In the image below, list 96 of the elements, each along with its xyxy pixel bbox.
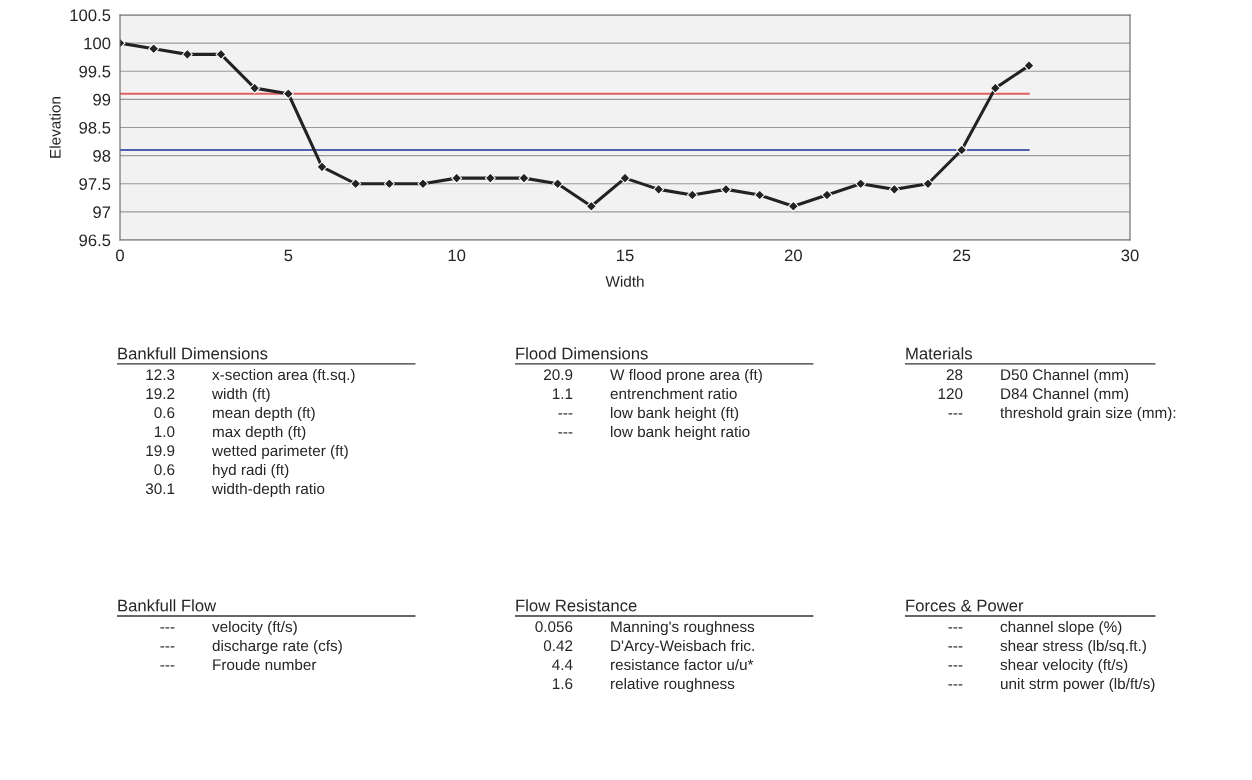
text: threshold grain size (mm):: [1000, 406, 1176, 422]
point: [148, 43, 160, 55]
x-tick-label: 5: [284, 249, 293, 262]
text: 1.1: [552, 388, 573, 399]
point: [787, 200, 799, 212]
point: [821, 189, 833, 201]
text: Bankfull Flow: [118, 599, 217, 612]
y-axis-title: Elevation: [49, 97, 61, 158]
point: [754, 189, 766, 201]
text: D'Arcy-Weisbach fric.: [611, 639, 754, 655]
y-tick-label: 100: [84, 37, 111, 50]
point: [989, 82, 1001, 94]
point: [282, 88, 294, 100]
text: resistance factor u/u*: [611, 658, 754, 671]
text: width-depth ratio: [211, 482, 325, 498]
point: [552, 178, 564, 190]
y-tick-label: 99: [93, 93, 111, 106]
text: width (ft): [211, 387, 270, 403]
text: ---: [558, 432, 573, 434]
text: 0.42: [543, 640, 573, 652]
text: 20.9: [544, 369, 573, 381]
text: ---: [948, 646, 963, 648]
point: [855, 178, 867, 190]
text: low bank height (ft): [611, 406, 739, 422]
x-tick-label: 30: [1121, 249, 1139, 262]
point: [653, 183, 665, 195]
text: entrenchment ratio: [610, 387, 737, 400]
text: ---: [948, 665, 963, 667]
text: Materials: [906, 347, 973, 360]
text: hyd radi (ft): [213, 463, 289, 479]
text: discharge rate (cfs): [212, 639, 342, 655]
y-tick-label: 97.5: [79, 178, 111, 190]
point: [956, 144, 968, 156]
text: ---: [160, 627, 175, 629]
text: 19.9: [146, 445, 175, 457]
point: [451, 172, 463, 184]
text: 12.3: [146, 369, 175, 381]
text: shear velocity (ft/s): [1000, 658, 1128, 674]
text: velocity (ft/s): [212, 620, 297, 636]
text: 120: [938, 388, 963, 400]
text: relative roughness: [611, 677, 735, 693]
point: [383, 178, 395, 190]
point: [316, 161, 328, 173]
point: [350, 178, 362, 190]
text: channel slope (%): [1000, 620, 1122, 636]
text: ---: [948, 684, 963, 686]
text: Froude number: [213, 658, 317, 671]
text: 0.056: [535, 621, 573, 633]
text: 0.6: [154, 464, 175, 476]
point: [686, 189, 698, 201]
x-tick-label: 0: [116, 249, 124, 262]
point: [1023, 60, 1035, 72]
text: 0.6: [154, 407, 175, 419]
point: [585, 200, 597, 212]
y-tick-label: 96.5: [79, 234, 111, 247]
point: [888, 183, 900, 195]
text: wetted parimeter (ft): [211, 444, 348, 460]
x-tick-label: 25: [953, 249, 971, 262]
text: mean depth (ft): [213, 406, 315, 422]
text: Flood Dimensions: [516, 347, 648, 360]
text: Manning's roughness: [611, 620, 755, 636]
y-tick-label: 100.5: [70, 9, 111, 22]
text: x-section area (ft.sq.): [212, 368, 355, 384]
text: Bankfull Dimensions: [118, 347, 268, 360]
x-axis-title: Width: [605, 275, 644, 287]
text: ---: [160, 665, 175, 667]
point: [181, 48, 193, 60]
point: [720, 183, 732, 195]
text: 30.1: [145, 483, 175, 495]
y-tick-label: 98.5: [79, 121, 111, 134]
text: 1.0: [154, 426, 175, 438]
y-tick-label: 98: [93, 150, 111, 162]
text: unit strm power (lb/ft/s): [1000, 677, 1155, 693]
x-tick-label: 15: [617, 249, 634, 262]
y-tick-label: 99.5: [79, 65, 111, 78]
text: D50 Channel (mm): [1001, 368, 1129, 384]
text: shear stress (lb/sq.ft.): [1000, 639, 1146, 655]
text: Forces & Power: [906, 599, 1024, 612]
text: D84 Channel (mm): [1001, 387, 1129, 403]
text: ---: [948, 413, 963, 415]
text: low bank height ratio: [611, 425, 750, 441]
text: 4.4: [552, 659, 573, 670]
text: max depth (ft): [213, 425, 306, 441]
point: [484, 172, 496, 184]
text: W flood prone area (ft): [610, 368, 762, 384]
text: ---: [558, 413, 573, 415]
x-tick-label: 10: [448, 249, 466, 262]
text: ---: [948, 627, 963, 629]
text: 1.6: [552, 678, 573, 690]
text: ---: [160, 646, 175, 648]
y-tick-label: 97: [93, 206, 111, 219]
x-tick-label: 20: [784, 249, 802, 262]
text: Flow Resistance: [516, 599, 637, 612]
point: [249, 82, 261, 94]
text: 19.2: [146, 388, 175, 400]
text: 28: [946, 369, 963, 381]
